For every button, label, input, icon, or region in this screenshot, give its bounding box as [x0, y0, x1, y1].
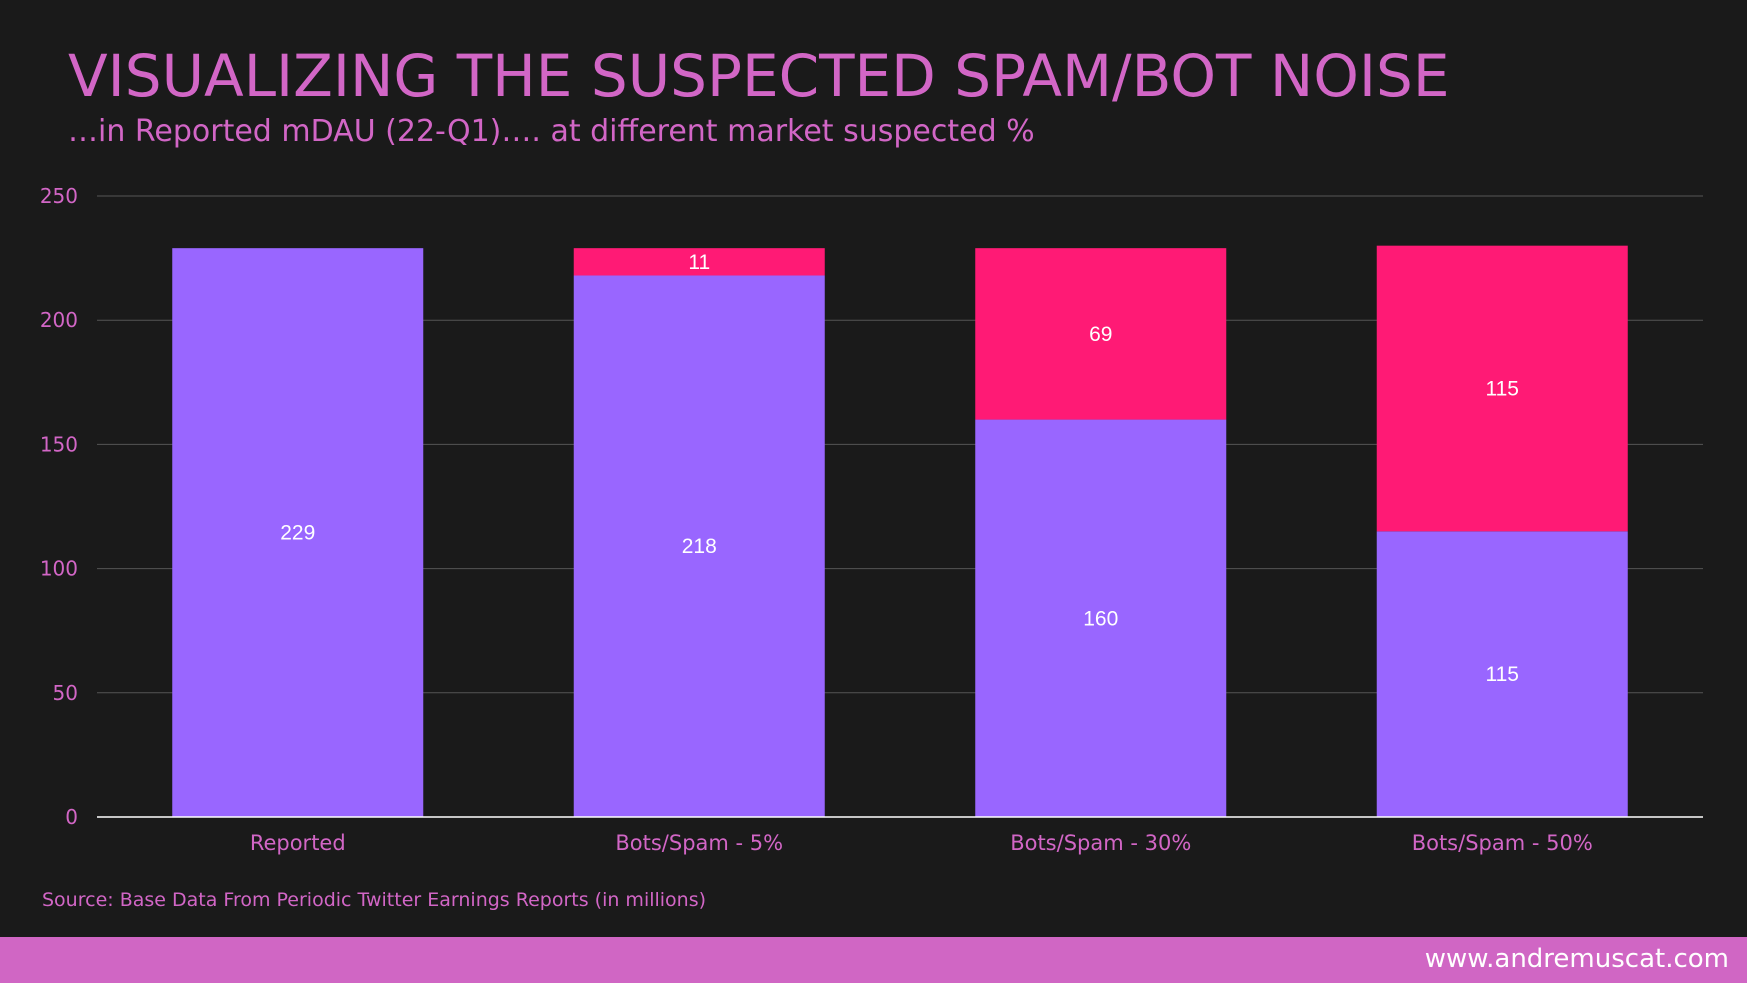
y-tick-label-200: 200 — [40, 308, 78, 332]
data-label-mdau-bots-spam-30: 160 — [1083, 607, 1118, 630]
bar-mdau-reported — [172, 248, 424, 817]
y-tick-label-100: 100 — [40, 557, 78, 581]
bar-bots-spam-bots-spam-30 — [975, 248, 1227, 420]
data-label-mdau-bots-spam-5: 218 — [682, 535, 717, 558]
bar-bots-spam-bots-spam-50 — [1376, 245, 1628, 532]
x-tick-label-bots-spam-30: Bots/Spam - 30% — [1010, 831, 1191, 855]
bar-mdau-bots-spam-30 — [975, 419, 1227, 817]
data-label-bots-spam-bots-spam-5: 11 — [688, 251, 710, 274]
chart-subtitle: …in Reported mDAU (22-Q1)…. at different… — [68, 114, 1035, 149]
data-label-mdau-bots-spam-50: 115 — [1486, 663, 1519, 686]
footer-bar: www.andremuscat.com — [0, 937, 1747, 983]
data-label-bots-spam-bots-spam-30: 69 — [1089, 323, 1112, 346]
y-tick-label-150: 150 — [40, 432, 78, 456]
y-tick-label-0: 0 — [65, 805, 78, 829]
chart-title: VISUALIZING THE SUSPECTED SPAM/BOT NOISE — [68, 42, 1450, 110]
data-label-mdau-reported: 229 — [280, 522, 315, 545]
website-link[interactable]: www.andremuscat.com — [1424, 944, 1729, 974]
bar-bots-spam-bots-spam-5 — [573, 248, 825, 276]
x-tick-label-bots-spam-5: Bots/Spam - 5% — [615, 831, 783, 855]
data-label-bots-spam-bots-spam-50: 115 — [1486, 378, 1519, 401]
x-tick-label-reported: Reported — [250, 831, 346, 855]
bar-mdau-bots-spam-5 — [573, 275, 825, 817]
source-note: Source: Base Data From Periodic Twitter … — [42, 889, 707, 911]
y-tick-label-50: 50 — [53, 681, 78, 705]
bar-mdau-bots-spam-50 — [1376, 531, 1628, 817]
y-tick-label-250: 250 — [40, 184, 78, 208]
x-tick-label-bots-spam-50: Bots/Spam - 50% — [1412, 831, 1593, 855]
